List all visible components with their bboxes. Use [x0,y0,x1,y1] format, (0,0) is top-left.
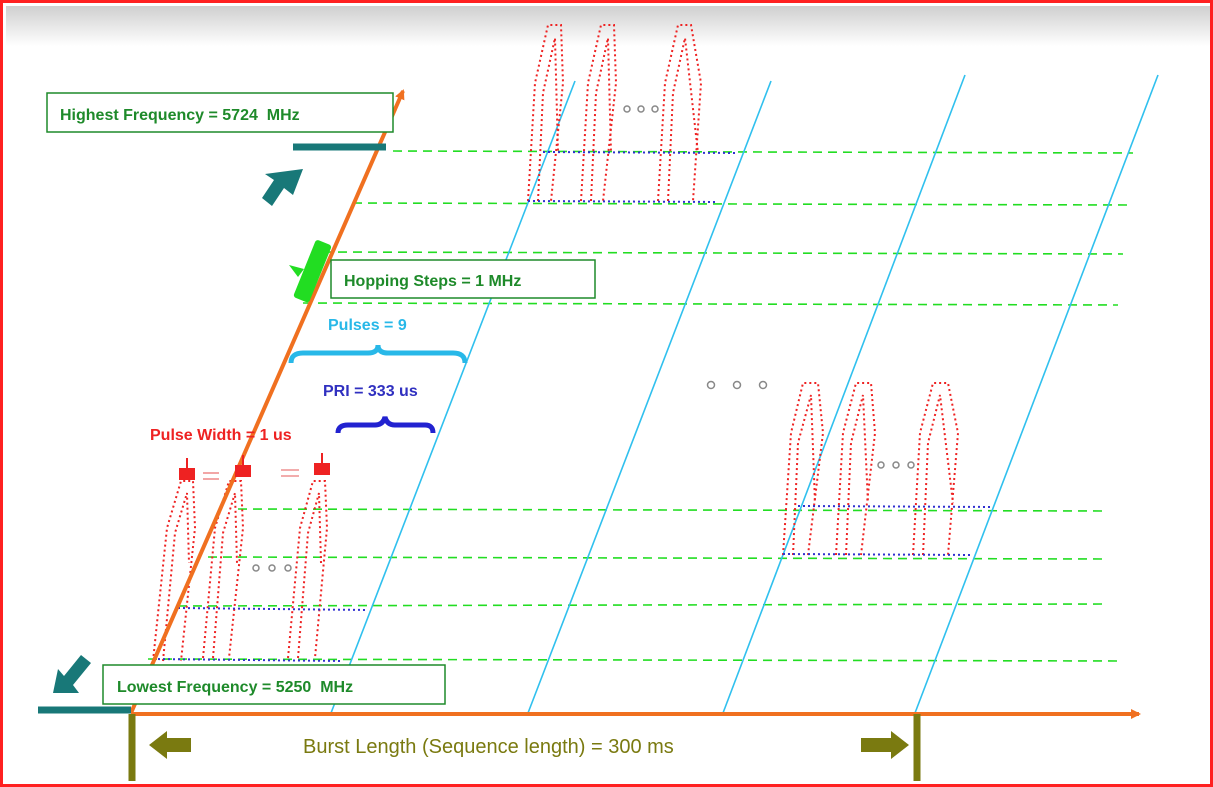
pulse-width-markers [179,453,330,480]
pulse-marker [314,463,330,475]
pulse-envelope [287,480,329,659]
ellipsis-dot [284,564,292,572]
ellipsis-dot [252,564,260,572]
pri-label: PRI = 333 us [323,383,418,400]
pulse-envelope [537,37,559,202]
frequency-lines [147,150,1134,662]
pri-line [177,607,369,611]
pulse-marker [235,465,251,477]
pulse-cluster-right [782,382,994,556]
pri-brace [335,416,436,434]
sequence-line [722,74,966,714]
pulses-brace [288,344,468,364]
pulse-envelope [845,394,869,556]
hopping-steps-box [330,259,596,299]
pri-line [782,553,974,556]
pulse-width-label: Pulse Width = 1 us [150,427,292,444]
pulse-envelope [297,492,322,659]
hopping-steps-label: Hopping Steps = 1 MHz [344,273,521,290]
right-arrow-icon [861,731,909,759]
ellipsis-dot [651,105,659,113]
pri-line [152,658,344,662]
ellipsis-dot [758,380,768,390]
lowest-frequency-box [102,664,446,705]
down-arrow-icon [53,655,91,693]
frequency-line [352,202,1129,206]
hopping-step-pointer [289,265,304,277]
frequency-line [177,603,1107,607]
pulse-envelope [835,382,877,556]
pulse-envelope [162,492,190,662]
sequence-line [914,74,1159,714]
highest-frequency-label: Highest Frequency = 5724 MHz [60,107,300,124]
pulse-cluster-lower-left [152,480,369,662]
ellipsis-dot [268,564,276,572]
pulse-envelope [912,382,960,556]
pulse-envelope [152,480,197,662]
pulse-envelope [657,24,703,202]
ellipsis-dot [623,105,631,113]
ellipsis-dot [892,461,900,469]
frequency-line [207,556,1107,560]
pulse-envelope [792,394,816,556]
pulse-envelope [580,24,618,202]
pulse-marker [179,468,195,480]
ellipsis-dot [706,380,716,390]
burst-markers [128,714,921,781]
sequence-lines [330,74,1159,714]
pulse-envelope [782,382,825,556]
pulse-envelope [667,37,699,202]
hopping-step-marker [293,240,332,303]
pulse-envelope [922,394,954,556]
frequency-line [237,508,1104,512]
frequency-axis [129,89,405,714]
pri-line [797,505,994,508]
frequency-hopping-diagram: Highest Frequency = 5724 MHz Hopping Ste… [38,24,1159,781]
ellipsis-dot [732,380,742,390]
frequency-line [302,302,1119,306]
highest-frequency-box [46,92,394,133]
pulse-envelope [212,492,238,659]
sequence-line [330,80,576,714]
sequence-ellipsis [706,380,768,390]
frequency-line [147,658,1119,662]
burst-length-label: Burst Length (Sequence length) = 300 ms [303,736,674,758]
ellipsis-dot [907,461,915,469]
pulse-envelope [590,37,612,202]
lowest-frequency-label: Lowest Frequency = 5250 MHz [117,679,353,696]
pri-line [527,200,719,203]
frequency-line [392,150,1134,154]
pulse-cluster-top [527,24,739,203]
ellipsis-dot [877,461,885,469]
pulse-envelope [527,24,565,202]
up-arrow-icon [262,169,303,206]
pulses-label: Pulses = 9 [328,317,407,334]
pulse-envelope [202,480,245,659]
sequence-line [527,80,772,714]
ellipsis-dot [637,105,645,113]
frequency-line [322,251,1124,255]
left-arrow-icon [149,731,191,759]
